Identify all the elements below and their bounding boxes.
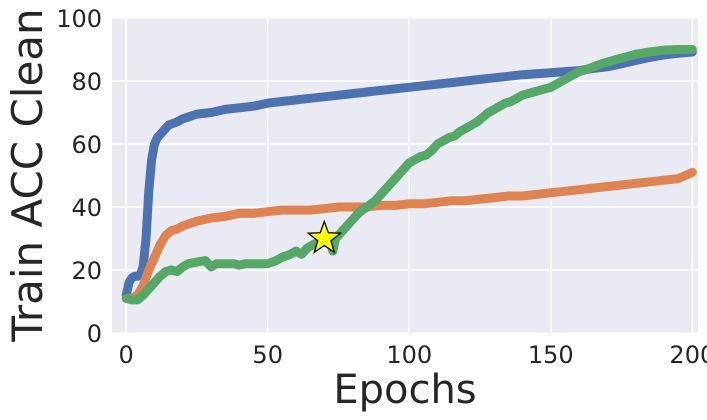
y-tick-label: 60: [71, 131, 102, 159]
star-marker: [306, 219, 343, 254]
x-tick-label: 200: [669, 341, 707, 369]
tick-labels: 0 50 100 150 200 0 20 40 60 80 100: [56, 5, 707, 369]
y-tick-label: 40: [71, 194, 102, 222]
y-tick-label: 20: [71, 257, 102, 285]
x-tick-label: 50: [252, 341, 283, 369]
series-line-1: [121, 47, 697, 300]
x-tick-label: 150: [528, 341, 574, 369]
y-axis-title: Train ACC Clean: [3, 8, 52, 342]
y-tick-label: 100: [56, 5, 102, 33]
x-tick-label: 0: [119, 341, 134, 369]
series-lines: [121, 45, 697, 305]
series-line-3: [121, 45, 697, 305]
y-tick-label: 0: [87, 320, 102, 348]
x-tick-label: 100: [386, 341, 432, 369]
grid-lines: [112, 17, 698, 334]
annotations: [306, 219, 343, 254]
x-axis-title: Epochs: [333, 367, 476, 413]
y-tick-label: 80: [71, 68, 102, 96]
